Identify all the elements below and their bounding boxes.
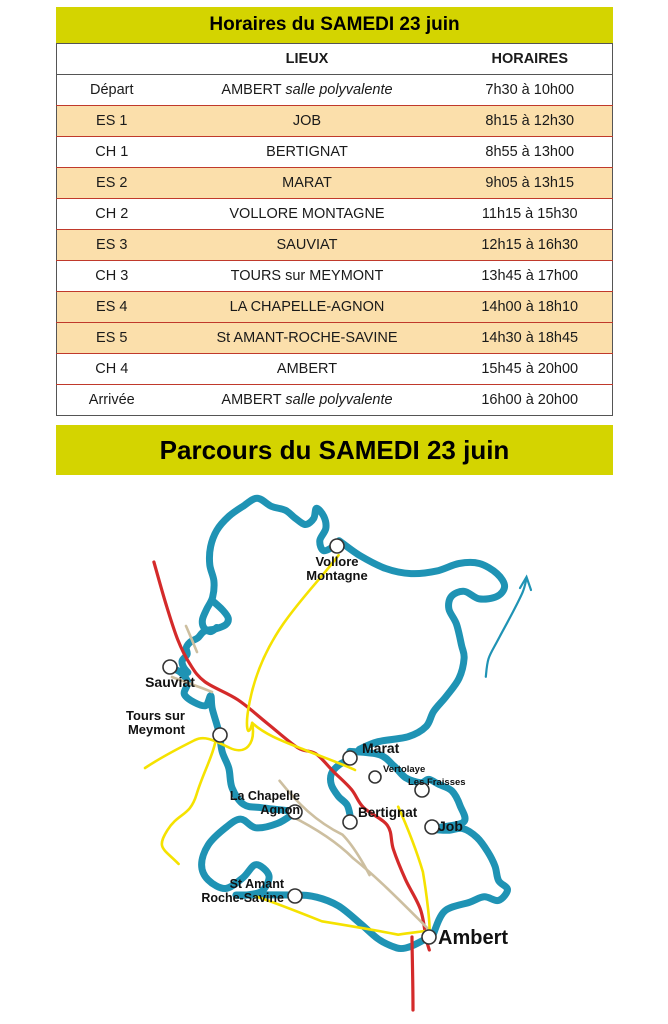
svg-text:Sauviat: Sauviat <box>145 674 195 690</box>
svg-text:Marat: Marat <box>362 740 400 756</box>
svg-text:Job: Job <box>438 818 463 834</box>
svg-text:Ambert: Ambert <box>438 927 508 949</box>
svg-text:Vertolaye: Vertolaye <box>383 764 425 775</box>
svg-text:Roche-Savine: Roche-Savine <box>201 891 284 905</box>
svg-text:Meymont: Meymont <box>128 722 186 737</box>
svg-text:Bertignat: Bertignat <box>358 805 418 820</box>
svg-text:Montagne: Montagne <box>306 568 367 583</box>
svg-text:St Amant: St Amant <box>230 877 285 891</box>
svg-text:Agnon: Agnon <box>260 803 300 817</box>
svg-text:Tours sur: Tours sur <box>126 708 185 723</box>
svg-text:Les Fraisses: Les Fraisses <box>408 777 466 788</box>
svg-text:La Chapelle: La Chapelle <box>230 789 300 803</box>
svg-text:Vollore: Vollore <box>315 554 358 569</box>
